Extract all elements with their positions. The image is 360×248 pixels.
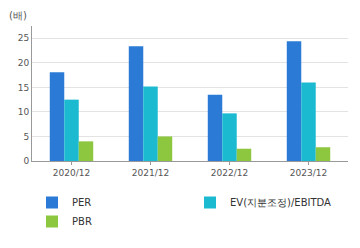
svg-text:PER: PER xyxy=(72,197,91,208)
svg-text:0: 0 xyxy=(23,156,29,166)
svg-text:2022/12: 2022/12 xyxy=(211,168,248,178)
svg-text:5: 5 xyxy=(23,132,29,142)
svg-text:PBR: PBR xyxy=(72,216,92,227)
svg-text:2020/12: 2020/12 xyxy=(53,168,90,178)
svg-text:2023/12: 2023/12 xyxy=(290,168,327,178)
svg-text:2021/12: 2021/12 xyxy=(132,168,169,178)
svg-text:15: 15 xyxy=(18,83,29,93)
svg-text:(배): (배) xyxy=(9,10,27,21)
svg-text:EV(지분조정)/EBITDA: EV(지분조정)/EBITDA xyxy=(230,197,331,208)
svg-text:25: 25 xyxy=(18,33,29,43)
svg-text:20: 20 xyxy=(18,58,30,68)
svg-text:10: 10 xyxy=(18,107,30,117)
